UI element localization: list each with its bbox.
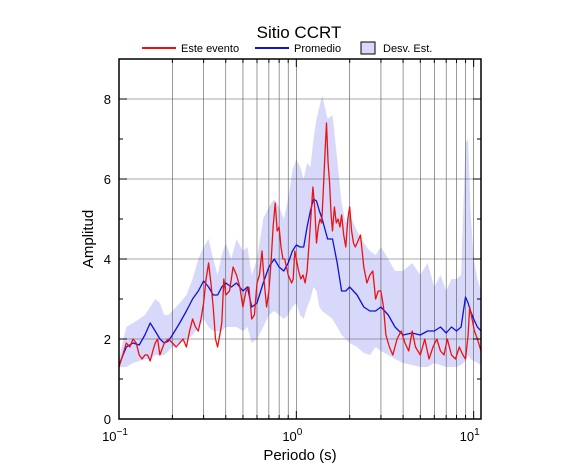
y-tick-label: 2 (104, 332, 111, 347)
x-tick-label: 100 (282, 427, 302, 444)
legend-item: Desv. Est. (360, 41, 432, 55)
legend-item: Este evento (142, 43, 239, 55)
legend: Este evento Promedio Desv. Est. (142, 41, 432, 55)
y-axis-label: Amplitud (80, 210, 97, 268)
y-tick-label: 8 (104, 92, 111, 107)
plot-area: 0 2 4 6 8 10−1 100 101 (102, 58, 482, 444)
x-tick-label: 10−1 (102, 427, 128, 444)
legend-swatch (360, 41, 376, 55)
series-line-este-evento (119, 122, 481, 368)
legend-item: Promedio (255, 43, 341, 55)
legend-label: Promedio (294, 43, 341, 55)
chart-title: Sitio CCRT (257, 23, 342, 42)
legend-label: Desv. Est. (383, 43, 432, 55)
series-line-promedio (119, 198, 481, 366)
std-dev-band (119, 95, 481, 367)
legend-label: Este evento (181, 43, 239, 55)
y-tick-label: 6 (104, 172, 111, 187)
x-axis-label: Periodo (s) (263, 447, 336, 464)
plot-frame (118, 58, 482, 420)
x-tick-label: 101 (460, 427, 480, 444)
y-tick-label: 4 (104, 252, 111, 267)
y-tick-label: 0 (104, 412, 111, 427)
